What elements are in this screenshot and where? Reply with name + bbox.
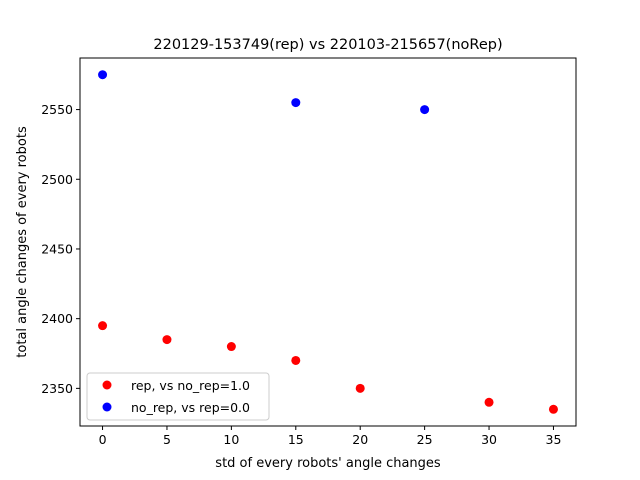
- x-tick-label: 25: [417, 432, 433, 447]
- rep-point: [226, 342, 236, 352]
- legend-marker-no-rep: [102, 402, 112, 412]
- rep-point: [98, 321, 108, 331]
- y-axis-ticks: 2350 2400 2450 2500 2550: [41, 102, 80, 396]
- no-rep-point: [98, 70, 108, 80]
- y-tick-label: 2500: [41, 172, 73, 187]
- legend-marker-rep: [102, 380, 112, 390]
- x-tick-label: 0: [99, 432, 107, 447]
- x-tick-label: 30: [481, 432, 497, 447]
- legend-frame: [86, 372, 270, 421]
- rep-point: [484, 397, 494, 407]
- plot-frame: [79, 57, 577, 427]
- x-tick-label: 20: [352, 432, 368, 447]
- x-tick-label: 5: [163, 432, 171, 447]
- y-tick-label: 2350: [41, 381, 73, 396]
- x-tick-label: 35: [546, 432, 562, 447]
- rep-point: [291, 355, 301, 365]
- x-axis-ticks: 0 5 10 15 20 25 30 35: [99, 426, 562, 447]
- data-points: [98, 70, 558, 414]
- y-axis-label: total angle changes of every robots: [15, 126, 30, 358]
- plot-area: [80, 58, 576, 426]
- chart-title: 220129-153749(rep) vs 220103-215657(noRe…: [153, 37, 502, 53]
- rep-point: [162, 335, 172, 345]
- rep-point: [355, 383, 365, 393]
- y-tick-label: 2550: [41, 102, 73, 117]
- x-tick-label: 15: [288, 432, 304, 447]
- x-tick-label: 10: [223, 432, 239, 447]
- no-rep-point: [420, 105, 430, 115]
- legend-label-rep: rep, vs no_rep=1.0: [131, 378, 250, 393]
- legend-label-no-rep: no_rep, vs rep=0.0: [131, 400, 250, 415]
- x-axis-label: std of every robots' angle changes: [215, 456, 441, 471]
- legend: rep, vs no_rep=1.0 no_rep, vs rep=0.0: [86, 372, 270, 421]
- no-rep-point: [291, 98, 301, 108]
- rep-point: [548, 404, 558, 414]
- y-tick-label: 2450: [41, 241, 73, 256]
- y-tick-label: 2400: [41, 311, 73, 326]
